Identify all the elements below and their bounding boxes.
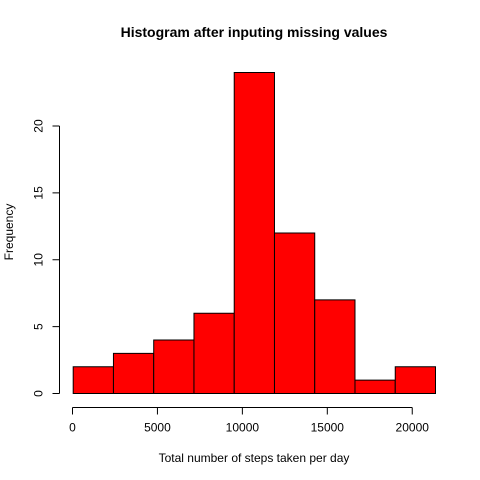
bars-group [72, 72, 436, 394]
histogram-bar [314, 299, 356, 394]
histogram-bar [273, 232, 316, 394]
y-tick-label: 10 [32, 253, 46, 267]
x-axis-label: Total number of steps taken per day [159, 451, 350, 465]
x-axis: 0 5000 10000 15000 20000 [69, 407, 430, 435]
y-tick-label: 0 [32, 390, 46, 397]
histogram-bar [72, 366, 114, 394]
y-tick-label: 15 [32, 186, 46, 200]
x-tick-label: 10000 [226, 421, 260, 435]
y-axis-label: Frequency [2, 204, 16, 261]
x-tick-label: 0 [69, 421, 76, 435]
histogram-bar [354, 379, 396, 394]
x-tick-label: 5000 [144, 421, 171, 435]
histogram-bar [153, 339, 195, 394]
y-tick-label: 20 [32, 119, 46, 133]
histogram-bar [193, 312, 235, 394]
histogram-bar [112, 352, 155, 394]
histogram-bar [233, 72, 275, 394]
y-tick-label: 5 [32, 323, 46, 330]
y-axis: 0 5 10 15 20 [32, 119, 60, 397]
chart-title: Histogram after inputing missing values [121, 24, 388, 40]
x-tick-label: 20000 [396, 421, 430, 435]
histogram-bar [394, 366, 436, 394]
x-tick-label: 15000 [311, 421, 345, 435]
